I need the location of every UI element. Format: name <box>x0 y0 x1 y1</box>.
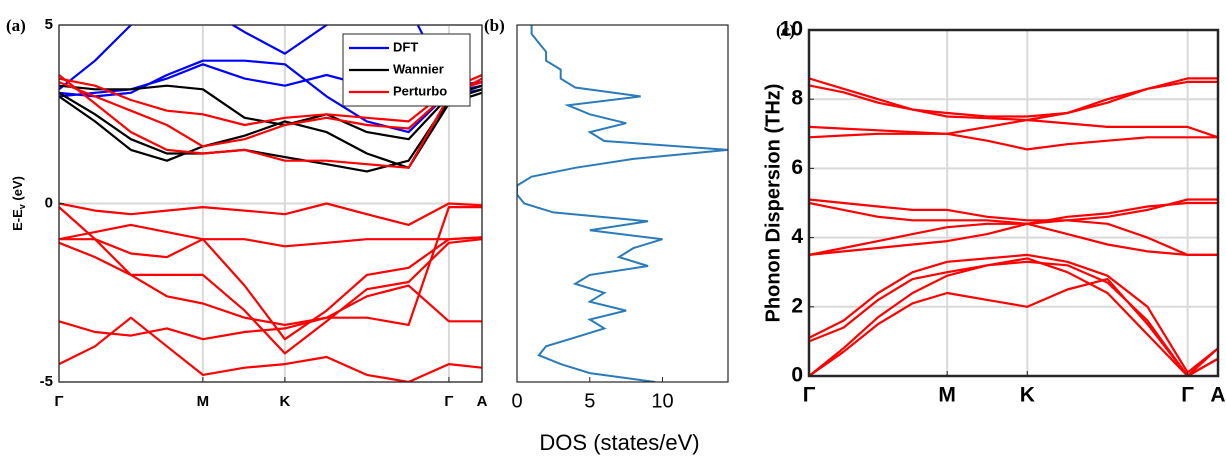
band-line <box>809 132 1218 151</box>
panel-label: (c) <box>776 21 795 40</box>
band-line <box>59 206 482 326</box>
x-tick-label: A <box>1210 384 1225 407</box>
band-line <box>809 77 1218 118</box>
x-axis-label: DOS (states/eV) <box>539 430 699 455</box>
band-line <box>59 59 482 134</box>
x-tick-label: K <box>279 393 290 410</box>
y-tick-label: 8 <box>791 87 803 110</box>
y-tick-label: 4 <box>791 225 803 248</box>
plot-area <box>517 25 728 382</box>
x-tick-label: 5 <box>584 390 595 412</box>
y-tick-label: 2 <box>791 294 803 317</box>
band-line <box>809 253 1218 374</box>
y-tick-label: 6 <box>791 156 803 179</box>
x-tick-label: Γ <box>444 393 453 410</box>
band-line <box>59 25 482 91</box>
band-line <box>59 88 482 173</box>
x-tick-label: 10 <box>651 390 673 412</box>
plot-area <box>809 77 1218 376</box>
band-line <box>59 223 482 341</box>
band-line <box>809 222 1218 256</box>
x-tick-label: Γ <box>1181 384 1194 407</box>
band-line <box>59 316 482 382</box>
x-tick-label: 0 <box>511 390 522 412</box>
x-tick-label: A <box>477 393 488 410</box>
band-line <box>809 201 1218 225</box>
panel-label: (b) <box>484 16 505 35</box>
y-tick-label: 0 <box>791 364 803 387</box>
y-tick-label: 0 <box>45 194 53 211</box>
x-tick-label: Γ <box>803 384 816 407</box>
y-axis-label: Phonon Dispersion (THz) <box>762 84 784 323</box>
band-line <box>809 257 1218 376</box>
band-line <box>809 219 1218 256</box>
legend-label: Wannier <box>393 61 444 76</box>
x-tick-label: M <box>197 393 210 410</box>
y-tick-label: -5 <box>40 373 53 390</box>
band-line <box>809 118 1218 139</box>
band-line <box>809 260 1218 376</box>
legend-label: Perturbo <box>393 83 447 98</box>
x-tick-label: M <box>938 384 956 407</box>
y-axis-label-text: E-E <box>10 209 25 231</box>
axes-frame <box>516 24 729 383</box>
band-line <box>809 278 1218 376</box>
band-line <box>59 238 482 355</box>
band-line <box>59 236 482 259</box>
band-line <box>809 80 1218 122</box>
y-tick-label: 10 <box>780 18 803 41</box>
axes-frame <box>807 28 1220 378</box>
y-axis-label: E-Ev (eV) <box>10 176 27 231</box>
x-tick-label: Γ <box>54 393 63 410</box>
legend-label: DFT <box>393 39 418 54</box>
band-line <box>59 73 482 127</box>
y-axis-label-sub: v <box>17 204 27 209</box>
panel-label: (a) <box>6 16 26 35</box>
band-line <box>59 81 482 148</box>
y-axis-label-unit: (eV) <box>10 176 25 204</box>
band-line <box>59 202 482 226</box>
plot-area <box>59 25 482 382</box>
band-line <box>59 74 482 169</box>
dos-line <box>517 25 728 382</box>
x-tick-label: K <box>1020 384 1035 407</box>
band-line <box>809 198 1218 222</box>
band-line <box>59 284 482 341</box>
y-tick-label: 5 <box>45 16 53 33</box>
